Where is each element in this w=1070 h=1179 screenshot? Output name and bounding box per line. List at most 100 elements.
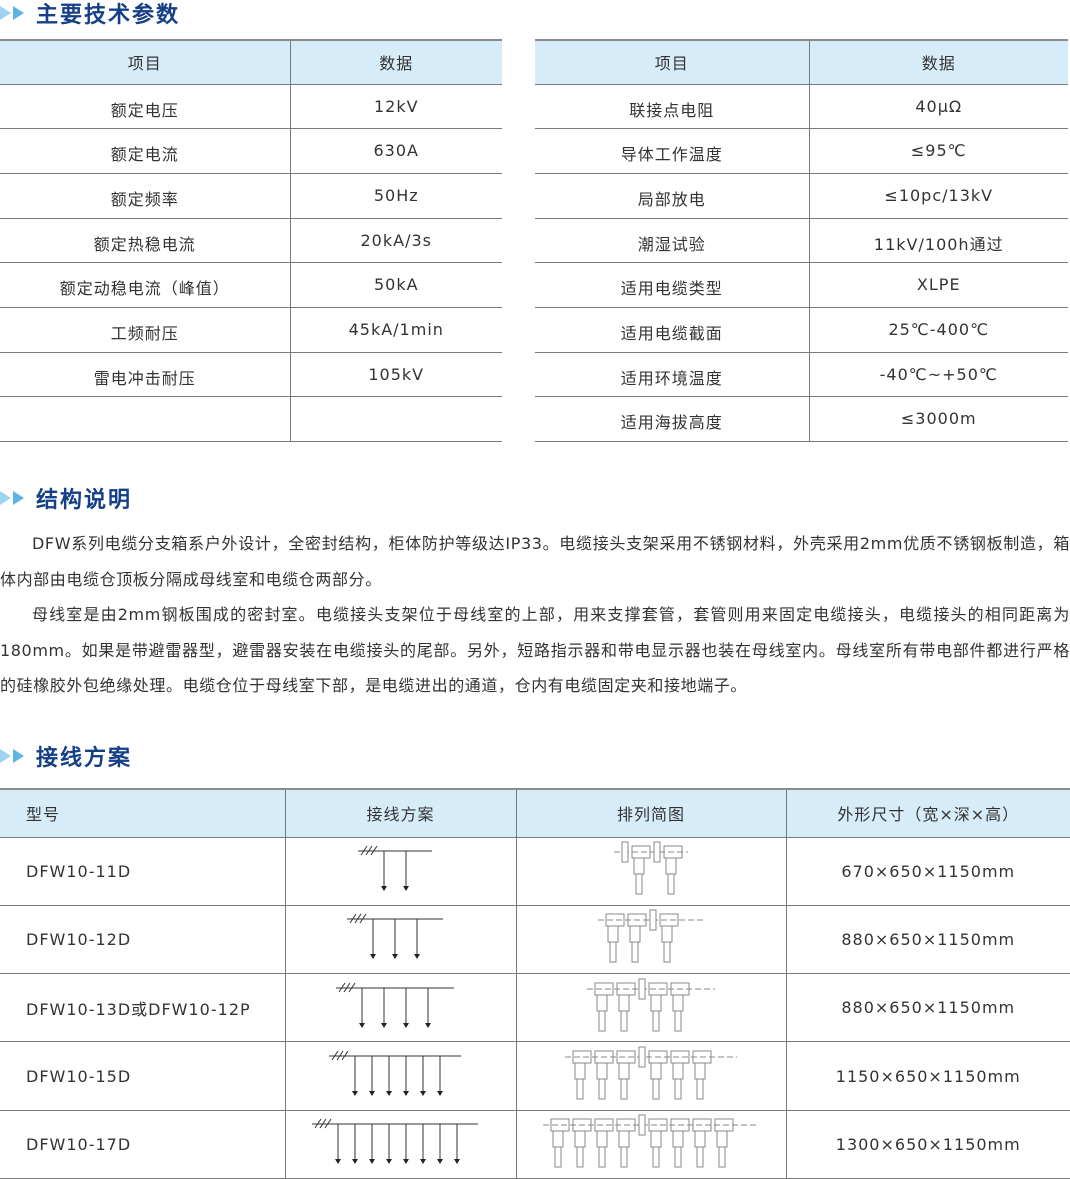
cable-stem (652, 1146, 660, 1168)
connector-body (574, 1130, 586, 1148)
three-phase-mark (341, 1050, 348, 1061)
bushing-flange (638, 1046, 646, 1068)
cable-stem (663, 941, 671, 963)
param-value: 105kV (290, 352, 502, 398)
arrangement-cell (516, 837, 787, 906)
table-row: DFW10-15D 1150×650×1150mm (0, 1041, 1070, 1111)
param-value: 40μΩ (809, 84, 1068, 130)
arrangement-diagram (614, 841, 688, 895)
cable-stem (609, 941, 617, 963)
param-value (290, 396, 502, 442)
connector-body (672, 1062, 684, 1080)
arrangement-diagram (587, 978, 715, 1032)
section-heading-wiring: 接线方案 (0, 741, 132, 771)
outlet-arrow-icon (369, 954, 376, 960)
three-phase-mark (314, 1119, 321, 1129)
param-value: -40℃~+50℃ (809, 352, 1068, 398)
outlet-arrow-icon (391, 954, 398, 960)
connector-body (607, 925, 619, 943)
wiring-diagram (311, 1119, 478, 1165)
model-cell: DFW10-15D (0, 1041, 286, 1111)
section-heading-params: 主要技术参数 (0, 0, 180, 28)
cable-stem (674, 1146, 682, 1168)
param-name: 导体工作温度 (535, 128, 810, 174)
three-phase-mark (370, 845, 377, 856)
model-cell: DFW10-11D (0, 837, 286, 906)
three-phase-mark (348, 982, 355, 993)
three-phase-mark (343, 982, 350, 993)
param-value: 11kV/100h通过 (809, 218, 1068, 264)
column-header: 项目 (535, 39, 810, 85)
dimensions-cell: 880×650×1150mm (786, 973, 1070, 1043)
connector-body (596, 994, 608, 1012)
connector-body (629, 925, 641, 943)
outlet-arrow-icon (402, 886, 409, 892)
cable-stem (696, 1146, 704, 1168)
arrangement-cell (516, 1110, 787, 1179)
column-header: 外形尺寸（宽×深×高） (786, 788, 1070, 838)
bushing-flange (653, 841, 661, 863)
param-name: 额定电压 (0, 84, 291, 130)
wiring-scheme-cell (285, 1110, 517, 1179)
cable-stem (674, 1010, 682, 1032)
outlet-arrow-icon (436, 1159, 443, 1165)
wiring-diagram (328, 1050, 461, 1097)
table-row: 额定热稳电流 20kA/3s (0, 218, 502, 264)
param-name: 联接点电阻 (535, 84, 810, 130)
outlet-arrow-icon (436, 1091, 443, 1097)
connector-body (650, 1062, 662, 1080)
arrangement-diagram (543, 1114, 759, 1168)
column-header: 接线方案 (285, 788, 517, 838)
section-title: 主要技术参数 (36, 3, 181, 28)
outlet-arrow-icon (419, 1091, 426, 1097)
column-header: 型号 (0, 788, 286, 838)
param-value: XLPE (809, 262, 1068, 308)
param-name: 潮湿试验 (535, 218, 810, 264)
cable-stem (598, 1010, 606, 1032)
arrow-icon (13, 749, 24, 763)
outlet-arrow-icon (368, 1159, 375, 1165)
param-name: 额定电流 (0, 128, 291, 174)
param-value: ≤3000m (809, 396, 1068, 442)
table-row: 适用环境温度 -40℃~+50℃ (535, 352, 1068, 398)
outlet-arrow-icon (385, 1091, 392, 1097)
table-row: 适用电缆类型 XLPE (535, 262, 1068, 308)
connector-body (574, 1062, 586, 1080)
connector-body (650, 994, 662, 1012)
connector-body (618, 1062, 630, 1080)
connector-body (694, 1062, 706, 1080)
cable-stem (620, 1010, 628, 1032)
arrow-icon (0, 749, 11, 763)
connector-body (672, 1130, 684, 1148)
connector-body (596, 1062, 608, 1080)
cable-stem (598, 1146, 606, 1168)
bushing-flange (621, 841, 629, 863)
param-value: 20kA/3s (290, 218, 502, 264)
three-phase-mark (354, 914, 361, 924)
connector-body (672, 994, 684, 1012)
dimensions-cell: 880×650×1150mm (786, 905, 1070, 975)
table-row: 潮湿试验 11kV/100h通过 (535, 218, 1068, 264)
wiring-scheme-cell (285, 905, 517, 975)
param-name: 局部放电 (535, 173, 810, 219)
outlet-arrow-icon (380, 886, 387, 892)
column-header: 项目 (0, 39, 291, 85)
connector-body (650, 1130, 662, 1148)
table-row: 额定电压 12kV (0, 84, 502, 130)
outlet-arrow-icon (351, 1091, 358, 1097)
section-heading-structure: 结构说明 (0, 483, 132, 513)
paragraph: 母线室是由2mm钢板围成的密封室。电缆接头支架位于母线室的上部，用来支撑套管，套… (0, 605, 1070, 695)
param-value: 12kV (290, 84, 502, 130)
arrangement-diagram (565, 1046, 737, 1100)
wiring-scheme-cell (285, 1041, 517, 1111)
cable-stem (652, 1010, 660, 1032)
three-phase-mark (338, 982, 345, 993)
params-table-right: 项目 数据 联接点电阻 40μΩ 导体工作温度 ≤95℃ 局部放电 ≤10pc/13kV 潮湿… (535, 39, 1068, 442)
param-name: 适用电缆截面 (535, 307, 810, 353)
table-row: 额定电流 630A (0, 128, 502, 174)
outlet-arrow-icon (380, 1022, 387, 1028)
arrangement-cell (516, 973, 787, 1043)
param-value: 630A (290, 128, 502, 174)
param-value: 45kA/1min (290, 307, 502, 353)
three-phase-mark (319, 1119, 326, 1129)
